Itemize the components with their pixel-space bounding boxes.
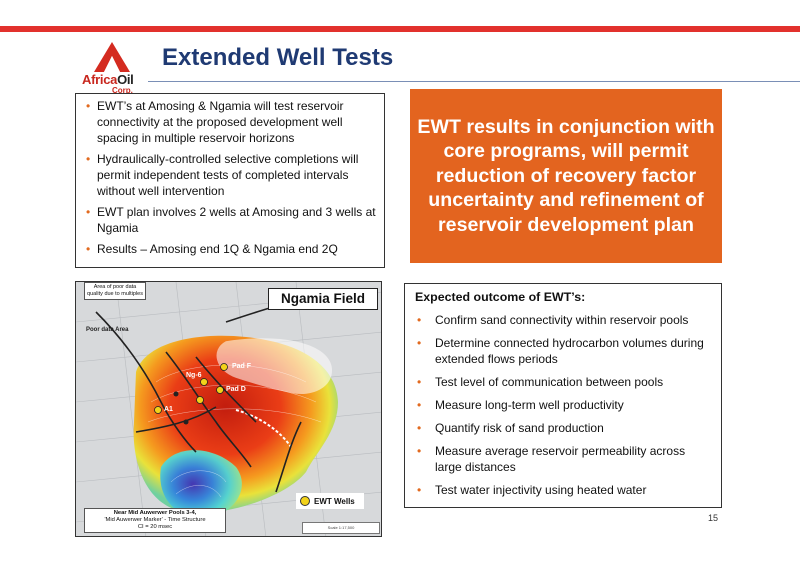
title-divider	[148, 81, 800, 82]
logo-corp: Corp.	[112, 86, 133, 95]
top-accent-bar	[0, 26, 800, 32]
map-legend: EWT Wells	[296, 493, 364, 509]
expected-outcome-box: Expected outcome of EWT’s: Confirm sand …	[404, 283, 722, 508]
logo-triangle-icon	[94, 42, 130, 72]
summary-bullet: EWT’s at Amosing & Ngamia will test rese…	[80, 98, 380, 146]
outcome-item: Measure average reservoir permeability a…	[413, 443, 713, 475]
pad-label: Ng-6	[186, 372, 202, 379]
summary-bullet: Hydraulically-controlled selective compl…	[80, 151, 380, 199]
caption-line: CI = 20 msec	[137, 524, 173, 530]
company-logo: AfricaOil Corp.	[82, 42, 142, 98]
pad-label: A1	[164, 406, 173, 413]
page-number: 15	[708, 513, 719, 523]
summary-bullet: EWT plan involves 2 wells at Amosing and…	[80, 204, 380, 236]
poor-data-area-label: Poor data Area	[86, 327, 129, 333]
map-caption: Near Mid Auwerwer Pools 3-4, 'Mid Auwerw…	[84, 508, 226, 533]
map-title: Ngamia Field	[268, 288, 378, 310]
ngamia-map: Area of poor data quality due to multipl…	[75, 281, 382, 537]
pad-label: Pad D	[226, 386, 246, 393]
legend-label: EWT Wells	[314, 496, 355, 506]
outcome-item: Test level of communication between pool…	[413, 374, 713, 390]
ewt-summary-box: EWT’s at Amosing & Ngamia will test rese…	[75, 93, 385, 268]
page-title: Extended Well Tests	[162, 44, 394, 71]
pad-label: Pad F	[232, 363, 252, 370]
caption-line: 'Mid Auwerwer Marker' - Time Structure	[104, 517, 206, 523]
highlight-callout: EWT results in conjunction with core pro…	[410, 89, 722, 263]
outcome-item: Confirm sand connectivity within reservo…	[413, 312, 713, 328]
outcome-heading: Expected outcome of EWT’s:	[415, 290, 586, 304]
caption-title: Near Mid Auwerwer Pools 3-4,	[113, 510, 197, 516]
logo-text: AfricaOil	[82, 72, 134, 87]
outcome-item: Quantify risk of sand production	[413, 420, 713, 436]
ewt-well-marker-icon	[300, 496, 310, 506]
structure-map-graphic	[76, 282, 381, 536]
outcome-item: Test water injectivity using heated wate…	[413, 482, 713, 498]
highlight-text: EWT results in conjunction with core pro…	[417, 115, 715, 236]
summary-bullet: Results – Amosing end 1Q & Ngamia end 2Q	[80, 241, 380, 257]
poor-data-note: Area of poor data quality due to multipl…	[84, 282, 146, 300]
outcome-item: Determine connected hydrocarbon volumes …	[413, 335, 713, 367]
scale-bar: Scale 1:17,500	[302, 522, 380, 534]
outcome-item: Measure long-term well productivity	[413, 397, 713, 413]
